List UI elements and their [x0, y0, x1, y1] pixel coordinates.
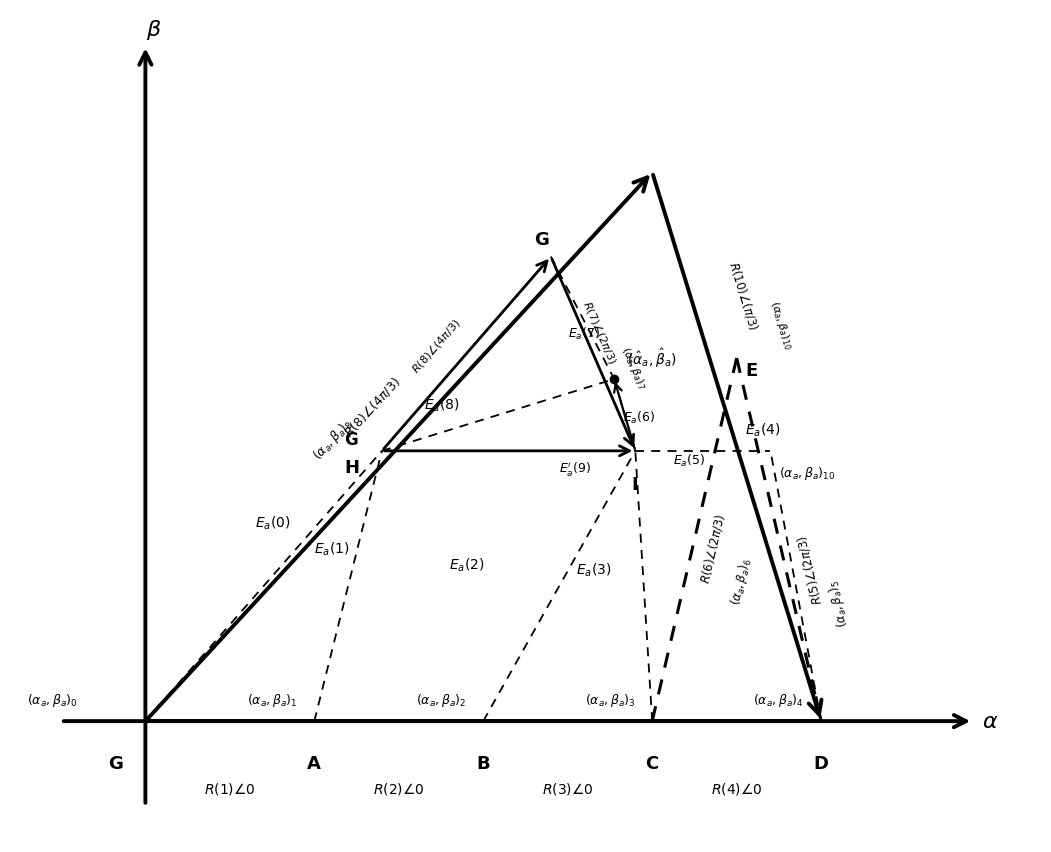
Text: $E_a(0)$: $E_a(0)$ — [255, 515, 291, 532]
Text: $R(8)\angle(4\pi/3)$: $R(8)\angle(4\pi/3)$ — [408, 315, 463, 376]
Text: $(\alpha_a,\beta_a)_7$: $(\alpha_a,\beta_a)_7$ — [618, 343, 648, 391]
Text: $R(7)\angle(2\pi/3)$: $R(7)\angle(2\pi/3)$ — [579, 298, 619, 366]
Text: $(\alpha_a,\beta_a)_{10}$: $(\alpha_a,\beta_a)_{10}$ — [779, 464, 836, 481]
Text: D: D — [813, 754, 828, 772]
Text: $E_a(5)$: $E_a(5)$ — [674, 452, 705, 468]
Text: $\alpha$: $\alpha$ — [982, 711, 998, 731]
Text: $E_a(6)$: $E_a(6)$ — [622, 410, 655, 426]
Text: $(\alpha_a,\beta_a)_1$: $(\alpha_a,\beta_a)_1$ — [247, 691, 297, 708]
Text: $E_a'(9)$: $E_a'(9)$ — [559, 460, 592, 478]
Text: $(\alpha_a,\beta_a)_3$: $(\alpha_a,\beta_a)_3$ — [584, 691, 636, 708]
Text: $R(10)\angle(\pi/3)$: $R(10)\angle(\pi/3)$ — [726, 259, 762, 331]
Text: $E_a(8)$: $E_a(8)$ — [425, 396, 459, 413]
Text: $E_a(1)$: $E_a(1)$ — [314, 539, 350, 557]
Text: I: I — [631, 475, 638, 493]
Text: $R(4)\angle 0$: $R(4)\angle 0$ — [710, 780, 762, 797]
Text: $\beta$: $\beta$ — [146, 18, 162, 42]
Text: G: G — [108, 754, 123, 772]
Text: G: G — [344, 430, 357, 448]
Text: $(\alpha_a,\beta_a)_2$: $(\alpha_a,\beta_a)_2$ — [416, 691, 467, 708]
Text: C: C — [645, 754, 659, 772]
Text: $R(1)\angle 0$: $R(1)\angle 0$ — [204, 780, 255, 797]
Text: B: B — [476, 754, 490, 772]
Text: H: H — [344, 458, 358, 476]
Text: $(\alpha_a,\beta_a)_{10}$: $(\alpha_a,\beta_a)_{10}$ — [767, 299, 796, 351]
Text: A: A — [307, 754, 322, 772]
Text: $(\alpha_a,\beta_a)_0$: $(\alpha_a,\beta_a)_0$ — [27, 691, 78, 708]
Text: $(\alpha_a,\beta_a)_4$: $(\alpha_a,\beta_a)_4$ — [754, 691, 804, 708]
Text: G: G — [534, 231, 549, 249]
Text: $(\hat{\alpha}_a, \hat{\beta}_a)$: $(\hat{\alpha}_a, \hat{\beta}_a)$ — [626, 346, 677, 370]
Text: $E_a(4)$: $E_a(4)$ — [745, 422, 781, 439]
Text: $E_a(3)$: $E_a(3)$ — [576, 561, 612, 578]
Text: $R(8)\angle(4\pi/3)$: $R(8)\angle(4\pi/3)$ — [341, 373, 404, 439]
Text: $R(2)\angle 0$: $R(2)\angle 0$ — [373, 780, 425, 797]
Text: $(\alpha_a,\beta_a)_6$: $(\alpha_a,\beta_a)_6$ — [727, 556, 755, 607]
Text: $(\alpha_a,\beta_a)_5$: $(\alpha_a,\beta_a)_5$ — [824, 579, 852, 629]
Text: $E_a(2)$: $E_a(2)$ — [450, 556, 485, 573]
Text: E: E — [745, 361, 758, 379]
Text: $R(6)\angle(2\pi/3)$: $R(6)\angle(2\pi/3)$ — [697, 511, 728, 584]
Text: $R(3)\angle 0$: $R(3)\angle 0$ — [542, 780, 594, 797]
Text: $(\alpha_a,\beta_a)_8$: $(\alpha_a,\beta_a)_8$ — [310, 415, 357, 463]
Text: $E_a(7)$: $E_a(7)$ — [568, 325, 600, 342]
Text: $R(5)\angle(2\pi/3)$: $R(5)\angle(2\pi/3)$ — [795, 533, 825, 606]
